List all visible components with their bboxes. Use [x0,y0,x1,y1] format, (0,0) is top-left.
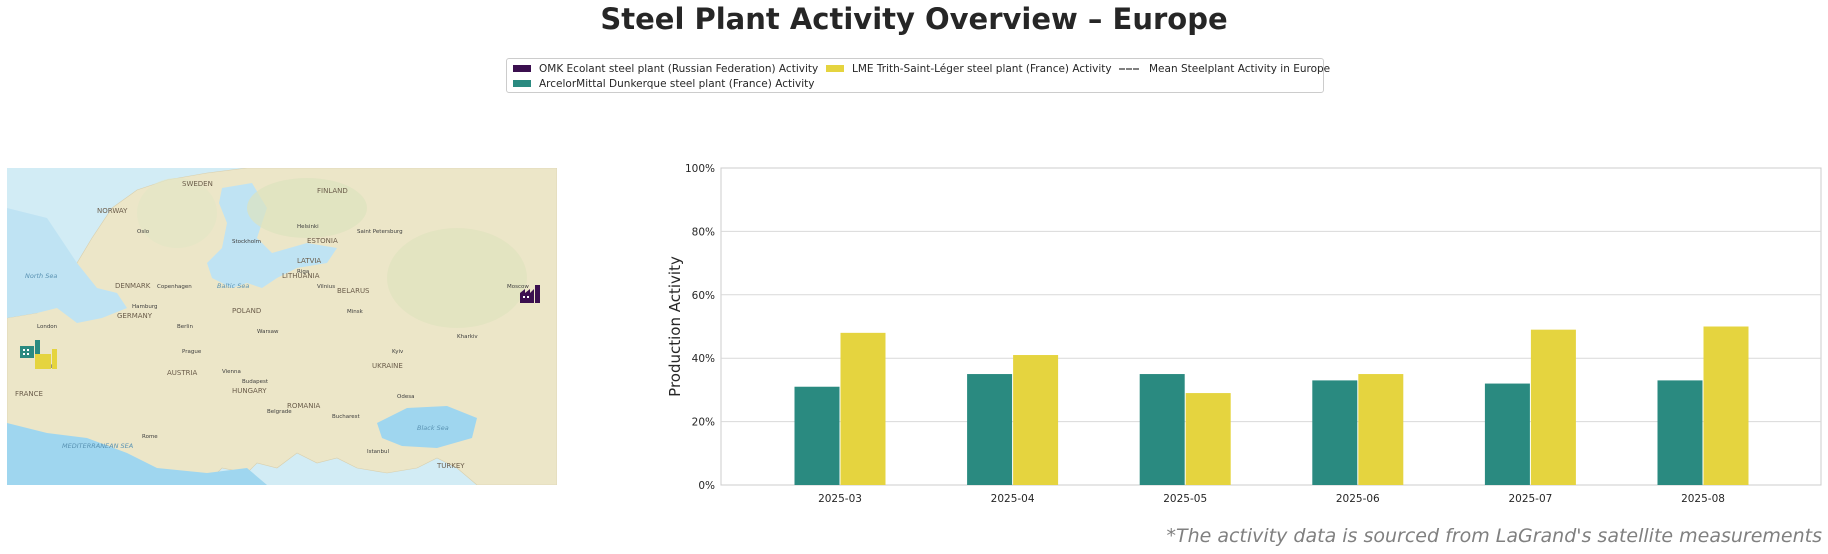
y-tick-label: 60% [692,290,715,302]
map-city-helsinki: Helsinki [297,224,319,230]
map-tint-sweden [137,178,217,248]
map-svg: SWEDEN FINLAND NORWAY ESTONIA LATVIA LIT… [7,168,557,485]
bars [794,326,1749,485]
map-city-minsk: Minsk [347,309,364,315]
map-label-estonia: ESTONIA [307,237,338,245]
europe-map: SWEDEN FINLAND NORWAY ESTONIA LATVIA LIT… [7,168,557,485]
factory-icon-arcelormittal [20,340,40,358]
factory-icon-omk [520,285,540,303]
x-tick-label: 2025-04 [991,493,1035,505]
map-city-vilnius: Vilnius [317,284,335,290]
map-label-belarus: BELARUS [337,287,370,295]
map-label-baltic-sea: Baltic Sea [217,282,249,290]
y-tick-label: 20% [692,417,715,429]
map-city-hamburg: Hamburg [132,304,158,310]
map-city-moscow: Moscow [507,284,529,290]
bar-lme-2025-07 [1530,329,1576,485]
map-city-berlin: Berlin [177,324,193,330]
map-label-france: FRANCE [15,390,43,398]
map-label-austria: AUSTRIA [167,369,198,377]
bar-lme-2025-08 [1703,326,1749,485]
map-label-denmark: DENMARK [115,282,151,290]
map-label-hungary: HUNGARY [232,387,267,395]
map-city-odesa: Odesa [397,394,414,400]
map-label-sweden: SWEDEN [182,180,213,188]
y-tick-label: 80% [692,226,715,238]
x-tick-label: 2025-06 [1336,493,1380,505]
map-city-bucharest: Bucharest [332,414,361,420]
map-baltic [207,183,337,288]
y-tick-label: 40% [692,353,715,365]
map-label-lithuania: LITHUANIA [282,272,320,280]
chart-legend: OMK Ecolant steel plant (Russian Federat… [506,58,1330,93]
map-city-london: London [37,324,58,330]
legend-swatch-omk [513,65,531,72]
map-mediterranean [7,423,267,485]
map-city-rome: Rome [142,434,158,440]
legend-swatch-lme [826,65,844,72]
map-city-warsaw: Warsaw [257,329,279,335]
grid-lines [721,230,1821,423]
map-label-mediterranean: MEDITERRANEAN SEA [62,442,133,450]
page-title: Steel Plant Activity Overview – Europe [600,2,1228,36]
bar-arcelormittal-2025-03 [794,386,840,485]
bar-arcelormittal-2025-04 [967,374,1013,485]
x-tick-labels: 2025-03 2025-04 2025-05 2025-06 2025-07 2025-… [818,493,1725,505]
legend-label-lme: LME Trith-Saint-Léger steel plant (Franc… [852,63,1112,75]
map-label-romania: ROMANIA [287,402,321,410]
footnote: *The activity data is sourced from LaGra… [1166,525,1822,547]
x-tick-label: 2025-03 [818,493,862,505]
x-tick-label: 2025-07 [1508,493,1552,505]
map-city-vienna: Vienna [222,369,241,375]
bar-arcelormittal-2025-08 [1657,380,1703,485]
y-tick-label: 100% [685,163,715,175]
bar-lme-2025-06 [1358,374,1404,485]
map-label-ukraine: UKRAINE [372,362,403,370]
map-tint-russia [387,228,527,328]
map-label-latvia: LATVIA [297,257,321,265]
map-city-prague: Prague [182,349,202,355]
map-city-kyiv: Kyiv [392,349,404,355]
bar-arcelormittal-2025-06 [1312,380,1358,485]
legend-label-mean: Mean Steelplant Activity in Europe [1149,63,1331,75]
legend-dash-mean [1119,68,1139,70]
legend-label-arcelormittal: ArcelorMittal Dunkerque steel plant (Fra… [539,78,815,90]
map-label-black-sea: Black Sea [417,424,449,432]
bar-lme-2025-04 [1013,355,1059,485]
plot-area [720,167,1822,486]
legend-label-omk: OMK Ecolant steel plant (Russian Federat… [539,63,819,75]
bar-arcelormittal-2025-07 [1484,383,1530,485]
y-axis-label: Production Activity [666,256,684,397]
map-city-oslo: Oslo [137,229,150,235]
map-city-istanbul: Istanbul [367,449,389,455]
map-black-sea [377,406,477,448]
factory-icon-lme [35,349,57,369]
y-tick-labels: 0% 20% 40% 60% 80% 100% [685,163,715,492]
x-tick-label: 2025-08 [1681,493,1725,505]
map-label-poland: POLAND [232,307,261,315]
x-tick-label: 2025-05 [1163,493,1207,505]
y-tick-label: 0% [698,480,715,492]
map-city-stockholm: Stockholm [232,239,261,245]
map-label-norway: NORWAY [97,207,128,215]
map-city-belgrade: Belgrade [267,409,292,415]
map-city-kharkiv: Kharkiv [457,334,478,340]
map-city-budapest: Budapest [242,379,269,385]
map-city-copenhagen: Copenhagen [157,284,192,290]
map-city-riga: Riga [297,269,309,275]
map-label-germany: GERMANY [117,312,153,320]
map-label-finland: FINLAND [317,187,348,195]
map-label-north-sea: North Sea [25,272,57,280]
bar-lme-2025-05 [1185,393,1231,485]
map-city-saint-petersburg: Saint Petersburg [357,229,403,235]
legend-swatch-arcelormittal [513,80,531,87]
map-label-turkey: TURKEY [436,462,465,470]
bar-arcelormittal-2025-05 [1139,374,1185,485]
map-north-sea [7,208,127,323]
map-tint-finland [247,178,367,238]
bar-lme-2025-03 [840,332,886,485]
